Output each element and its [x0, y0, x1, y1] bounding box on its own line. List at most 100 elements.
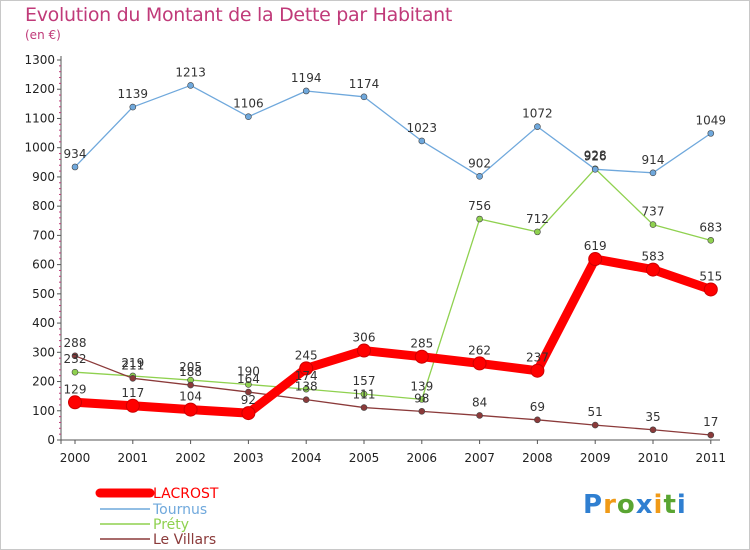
data-label: 926 — [584, 149, 607, 163]
data-label: 51 — [588, 405, 603, 419]
data-label: 262 — [468, 343, 491, 357]
data-label: 104 — [179, 390, 202, 404]
data-label: 164 — [237, 372, 260, 386]
x-tick-label: 2001 — [118, 451, 149, 465]
y-tick-label: 600 — [32, 258, 55, 272]
data-label: 1213 — [175, 65, 206, 79]
chart-subtitle: (en €) — [25, 28, 61, 42]
data-label: 129 — [64, 382, 87, 396]
data-point — [707, 431, 715, 439]
y-tick-label: 800 — [32, 199, 55, 213]
series-line-lacrost — [70, 254, 716, 418]
y-tick-label: 0 — [47, 433, 55, 447]
data-point — [71, 163, 79, 171]
y-tick-label: 900 — [32, 170, 55, 184]
y-tick-label: 400 — [32, 316, 55, 330]
data-label: 285 — [410, 337, 433, 351]
y-tick-label: 1100 — [24, 111, 55, 125]
x-tick-label: 2011 — [696, 451, 727, 465]
proxiti-logo: Proxiti — [583, 490, 687, 520]
data-label: 92 — [241, 393, 256, 407]
data-point — [241, 406, 256, 421]
x-tick-label: 2008 — [522, 451, 553, 465]
x-tick-label: 2004 — [291, 451, 322, 465]
data-point — [703, 282, 718, 297]
data-label: 1106 — [233, 97, 264, 111]
data-label: 515 — [699, 269, 722, 283]
data-label: 117 — [121, 386, 144, 400]
data-label: 69 — [530, 400, 545, 414]
data-point — [649, 426, 657, 434]
data-point — [302, 385, 310, 393]
data-label: 219 — [121, 356, 144, 370]
data-label: 98 — [414, 391, 429, 405]
data-point — [418, 137, 426, 145]
y-tick-label: 500 — [32, 287, 55, 301]
data-label: 583 — [642, 250, 665, 264]
data-point — [129, 103, 137, 111]
x-tick-label: 2006 — [407, 451, 438, 465]
data-label: 84 — [472, 395, 487, 409]
data-label: 111 — [353, 388, 376, 402]
data-point — [534, 123, 541, 130]
data-label: 902 — [468, 156, 491, 170]
data-point — [418, 408, 426, 415]
data-point — [245, 381, 252, 388]
data-point — [534, 228, 541, 236]
data-point — [360, 93, 368, 101]
x-tick-label: 2002 — [175, 451, 206, 465]
data-point — [649, 221, 657, 228]
data-point — [187, 82, 194, 89]
data-label: 928 — [584, 149, 607, 163]
data-label: 245 — [295, 348, 318, 362]
chart-title: Evolution du Montant de la Dette par Hab… — [25, 4, 453, 26]
data-point — [187, 381, 194, 389]
y-tick-label: 1200 — [24, 82, 55, 96]
axes: 0 100 200 300 400 500 600 700 800 900 1000 1100 1200… — [24, 53, 726, 465]
data-label: 157 — [353, 374, 376, 388]
data-point — [591, 166, 599, 173]
series-line-le-villars — [74, 355, 712, 436]
legend-label: Préty — [153, 517, 189, 533]
data-label: 237 — [526, 351, 549, 365]
y-tick-label: 700 — [32, 228, 55, 242]
x-tick-label: 2010 — [638, 451, 669, 465]
data-label: 17 — [703, 415, 718, 429]
data-point — [129, 375, 137, 382]
data-point — [71, 352, 79, 360]
data-point — [472, 356, 487, 371]
data-point — [360, 390, 368, 398]
x-tick-label: 2007 — [464, 451, 495, 465]
y-tick-label: 1000 — [24, 141, 55, 155]
data-label: 174 — [295, 369, 318, 383]
data-label: 1072 — [522, 107, 553, 121]
data-label: 712 — [526, 212, 549, 226]
data-label: 205 — [179, 360, 202, 374]
data-point — [125, 398, 140, 413]
data-point — [476, 173, 483, 180]
data-point — [360, 404, 368, 411]
x-tick-label: 2005 — [349, 451, 380, 465]
data-label: 619 — [584, 239, 607, 253]
data-label: 756 — [468, 199, 491, 213]
data-point — [707, 130, 715, 137]
series-line-préty — [74, 168, 712, 401]
legend-label: LACROST — [153, 486, 219, 502]
data-label: 35 — [645, 410, 660, 424]
data-label: 934 — [64, 147, 87, 161]
data-label: 1139 — [118, 87, 149, 101]
data-label: 914 — [642, 153, 665, 167]
data-label: 211 — [121, 358, 144, 372]
y-tick-label: 200 — [32, 375, 55, 389]
legend-label: Tournus — [152, 502, 207, 518]
data-point — [68, 395, 82, 410]
data-label: 232 — [64, 352, 87, 366]
data-point — [245, 388, 252, 396]
data-point — [530, 363, 545, 378]
data-label: 1174 — [349, 77, 380, 91]
data-label: 288 — [64, 336, 87, 350]
x-tick-label: 2003 — [233, 451, 264, 465]
data-point — [591, 421, 599, 429]
